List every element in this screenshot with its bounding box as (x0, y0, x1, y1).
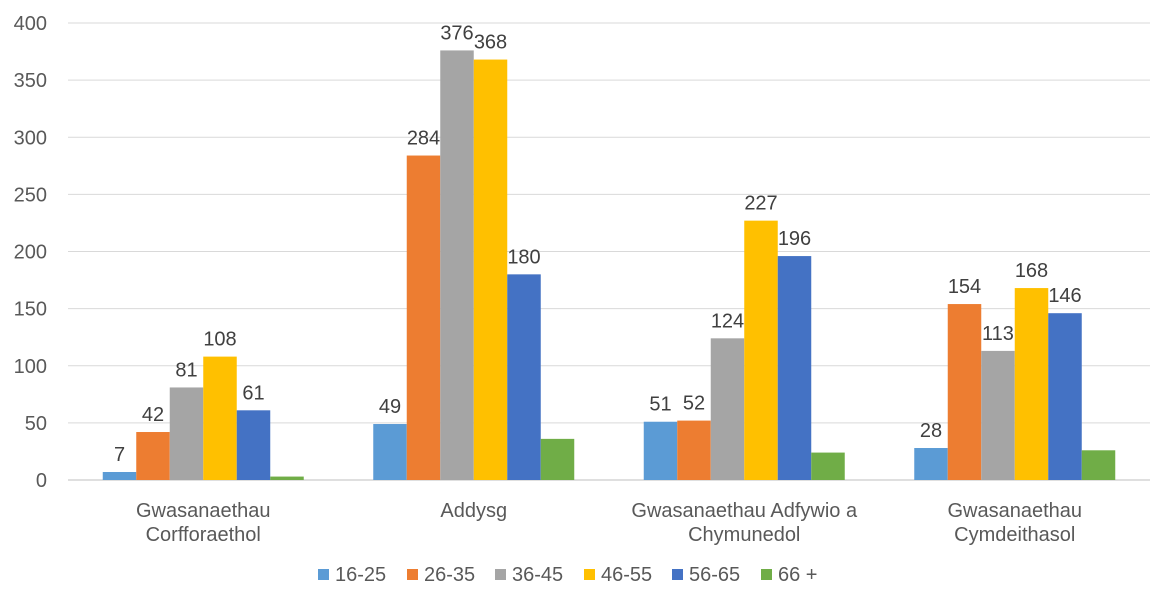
data-label: 81 (175, 359, 197, 381)
legend-swatch (672, 569, 683, 580)
legend-swatch (761, 569, 772, 580)
y-axis-tick-labels: 0 50 100 150 200 250 300 350 400 (14, 13, 47, 492)
data-label: 42 (142, 404, 164, 426)
data-label: 28 (920, 420, 942, 442)
legend-item: 36-45 (495, 564, 563, 586)
data-label: 51 (649, 394, 671, 416)
legend-swatch (584, 569, 595, 580)
data-label: 7 (114, 444, 125, 466)
bar (914, 448, 948, 480)
legend-item: 56-65 (672, 564, 740, 586)
data-label: 376 (440, 22, 473, 44)
bar (203, 357, 237, 480)
y-tick-label: 50 (25, 413, 47, 435)
bar (373, 424, 407, 480)
bar (136, 432, 170, 480)
bar (103, 472, 137, 480)
bars (103, 50, 1116, 480)
bar (711, 338, 745, 480)
data-label: 180 (507, 246, 540, 268)
data-label: 52 (683, 393, 705, 415)
bar (1015, 288, 1049, 480)
legend-item: 16-25 (318, 564, 386, 586)
bar (778, 256, 812, 480)
y-tick-label: 150 (14, 299, 47, 321)
y-tick-label: 200 (14, 242, 47, 264)
bar (1082, 450, 1116, 480)
y-tick-label: 350 (14, 70, 47, 92)
legend-label: 16-25 (335, 564, 386, 586)
bar (644, 422, 678, 480)
data-label: 49 (379, 396, 401, 418)
bar (440, 50, 474, 480)
y-tick-label: 250 (14, 184, 47, 206)
legend: 16-25 26-35 36-45 46-55 56-65 66 + (318, 564, 817, 586)
category-label: Addysg (440, 500, 507, 522)
data-label: 108 (203, 329, 236, 351)
y-tick-label: 400 (14, 13, 47, 35)
bar (541, 439, 575, 480)
data-label: 124 (711, 310, 744, 332)
category-label: Gwasanaethau (947, 500, 1082, 522)
legend-label: 66 + (778, 564, 817, 586)
legend-label: 56-65 (689, 564, 740, 586)
category-label: Cymdeithasol (954, 524, 1075, 546)
bar (811, 453, 845, 480)
data-label: 154 (948, 276, 981, 298)
legend-swatch (318, 569, 329, 580)
legend-label: 26-35 (424, 564, 475, 586)
data-label: 61 (242, 382, 264, 404)
data-label: 284 (407, 128, 440, 150)
category-label: Chymunedol (688, 524, 800, 546)
legend-item: 46-55 (584, 564, 652, 586)
bar (677, 421, 711, 480)
bar (744, 221, 778, 480)
category-label: Corfforaethol (146, 524, 261, 546)
y-tick-label: 100 (14, 356, 47, 378)
bar (1048, 313, 1082, 480)
data-labels: 7 49 51 28 42 284 52 154 81 376 124 113 108 368 227 168… (114, 22, 1082, 466)
data-label: 196 (778, 228, 811, 250)
legend-item: 26-35 (407, 564, 475, 586)
bar (948, 304, 982, 480)
y-tick-label: 0 (36, 470, 47, 492)
bar (407, 156, 441, 480)
bar (270, 477, 304, 480)
legend-swatch (407, 569, 418, 580)
legend-swatch (495, 569, 506, 580)
legend-item: 66 + (761, 564, 817, 586)
bar (507, 274, 541, 480)
data-label: 227 (744, 193, 777, 215)
bar (981, 351, 1015, 480)
bar (170, 387, 204, 480)
legend-label: 46-55 (601, 564, 652, 586)
category-label: Gwasanaethau Adfywio a (631, 500, 858, 522)
data-label: 113 (982, 323, 1014, 345)
data-label: 146 (1048, 285, 1081, 307)
bar (237, 410, 271, 480)
bar (474, 60, 508, 480)
category-label: Gwasanaethau (136, 500, 271, 522)
y-tick-label: 300 (14, 127, 47, 149)
legend-label: 36-45 (512, 564, 563, 586)
data-label: 168 (1015, 260, 1048, 282)
data-label: 368 (474, 32, 507, 54)
